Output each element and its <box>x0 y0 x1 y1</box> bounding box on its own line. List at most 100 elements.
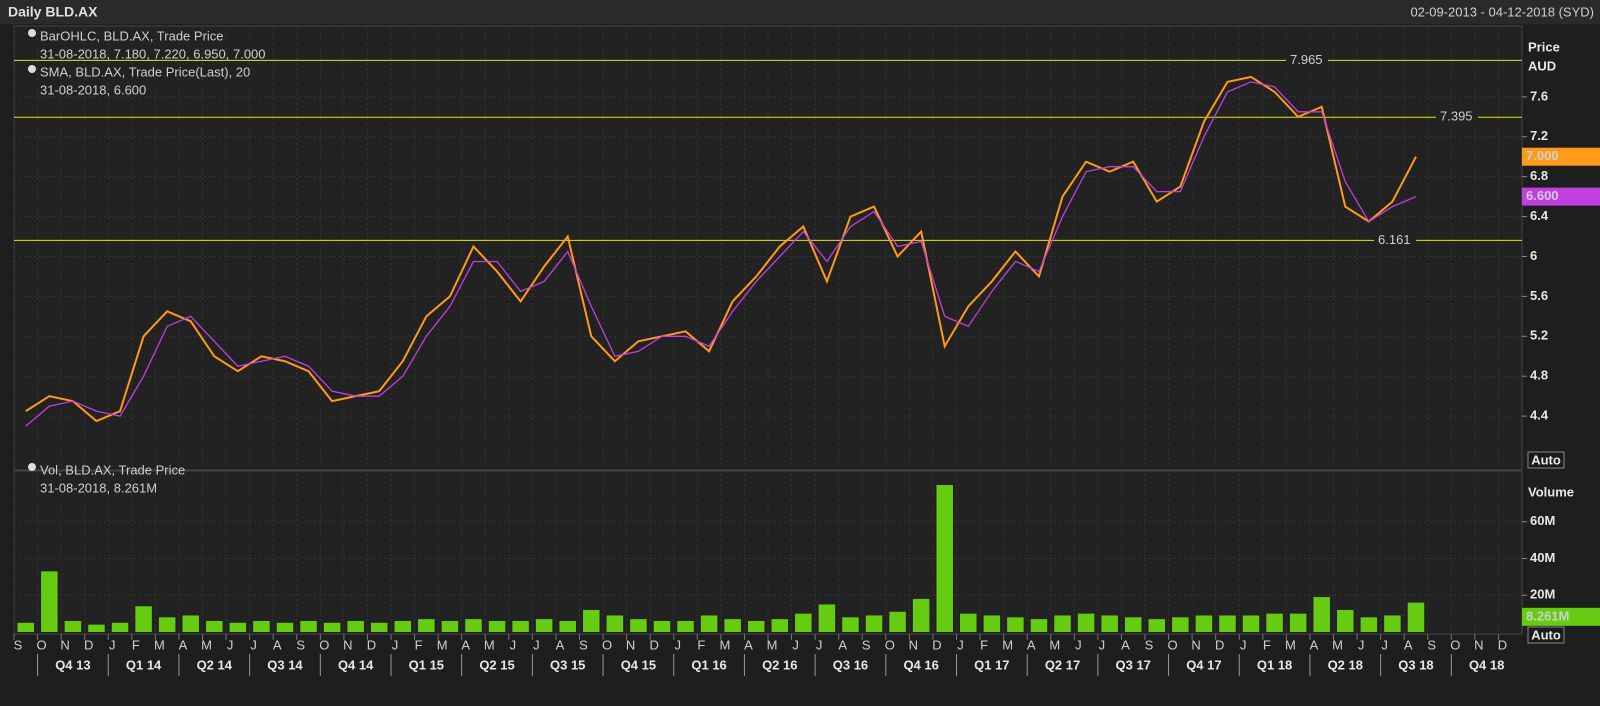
x-tick-label: J <box>109 637 116 652</box>
x-tick-label: A <box>179 637 188 652</box>
date-range: 02-09-2013 - 04-12-2018 (SYD) <box>1410 4 1594 19</box>
x-tick-label: N <box>1191 637 1200 652</box>
quarter-label: Q3 17 <box>1116 657 1151 672</box>
x-tick-label: F <box>415 637 423 652</box>
x-tick-label: J <box>1075 637 1082 652</box>
legend-icon <box>28 463 36 471</box>
x-tick-label: M <box>437 637 448 652</box>
quarter-label: Q3 15 <box>550 657 585 672</box>
x-tick-label: D <box>649 637 658 652</box>
price-line <box>25 75 1417 423</box>
volume-bar <box>795 613 812 632</box>
x-tick-label: S <box>1145 637 1154 652</box>
x-tick-label: J <box>227 637 234 652</box>
volume-bar <box>1289 613 1307 632</box>
y-tick-label: 6 <box>1530 248 1537 263</box>
quarter-label: Q2 14 <box>197 657 233 672</box>
x-tick-label: M <box>1285 637 1296 652</box>
volume-bar <box>488 620 506 632</box>
legend-detail: 31-08-2018, 7.180, 7.220, 6.950, 7.000 <box>40 46 266 61</box>
x-tick-label: F <box>697 637 705 652</box>
volume-bar <box>17 622 35 632</box>
x-tick-label: M <box>1332 637 1343 652</box>
volume-bar <box>418 619 435 632</box>
last-value-tag <box>1522 147 1600 166</box>
volume-bar <box>394 620 412 632</box>
x-tick-label: M <box>154 637 165 652</box>
last-value-label: 7.000 <box>1526 148 1559 163</box>
volume-bar <box>135 606 152 632</box>
y-tick-label: 6.8 <box>1530 168 1548 183</box>
quarter-label: Q3 16 <box>833 657 868 672</box>
auto-button-label[interactable]: Auto <box>1531 452 1561 467</box>
volume-bar <box>88 624 105 632</box>
x-tick-label: D <box>367 637 376 652</box>
legend-icon <box>28 29 36 37</box>
x-tick-label: M <box>1049 637 1060 652</box>
y2-tick-label: 20M <box>1530 587 1555 602</box>
volume-bar <box>818 604 836 632</box>
x-tick-label: O <box>1168 637 1178 652</box>
x-tick-label: J <box>1358 637 1365 652</box>
volume-bar <box>1384 615 1401 632</box>
price-axis-title: Price <box>1528 39 1560 54</box>
x-tick-label: S <box>14 637 23 652</box>
volume-bar <box>700 615 718 632</box>
quarter-label: Q2 18 <box>1328 657 1363 672</box>
volume-bar <box>253 620 270 632</box>
x-tick-label: S <box>579 637 588 652</box>
volume-bar <box>1360 617 1378 632</box>
volume-bar <box>535 619 553 632</box>
level-label-bg <box>1286 52 1328 69</box>
legend-name: SMA, BLD.AX, Trade Price(Last), 20 <box>40 64 250 79</box>
x-tick-label: J <box>816 637 823 652</box>
x-tick-label: F <box>980 637 988 652</box>
auto-button-label[interactable]: Auto <box>1531 627 1561 642</box>
level-label-bg <box>1436 109 1478 126</box>
volume-bar <box>1242 615 1260 632</box>
quarter-label: Q1 17 <box>974 657 1009 672</box>
volume-bar <box>1195 615 1213 632</box>
quarter-label: Q2 16 <box>762 657 797 672</box>
quarter-label: Q4 13 <box>55 657 90 672</box>
last-value-label: 6.600 <box>1526 188 1559 203</box>
x-tick-label: A <box>1404 637 1413 652</box>
x-tick-label: A <box>556 637 565 652</box>
x-tick-label: J <box>1099 637 1106 652</box>
y-tick-label: 4.4 <box>1530 408 1549 423</box>
y-tick-label: 7.6 <box>1530 88 1548 103</box>
volume-bar <box>276 622 294 632</box>
legend-name: Vol, BLD.AX, Trade Price <box>40 462 185 477</box>
x-tick-label: M <box>1002 637 1013 652</box>
volume-bar <box>865 615 883 632</box>
volume-bar <box>983 615 1001 632</box>
x-tick-label: N <box>626 637 635 652</box>
volume-bar <box>1337 609 1354 632</box>
x-tick-label: J <box>510 637 517 652</box>
quarter-label: Q3 18 <box>1398 657 1433 672</box>
x-tick-label: M <box>484 637 495 652</box>
volume-bar <box>465 619 482 632</box>
quarter-label: Q1 14 <box>126 657 162 672</box>
x-tick-label: A <box>461 637 470 652</box>
x-tick-label: J <box>675 637 682 652</box>
volume-bar <box>559 620 576 632</box>
auto-button[interactable] <box>1527 626 1565 644</box>
x-tick-label: O <box>319 637 329 652</box>
quarter-label: Q4 18 <box>1469 657 1504 672</box>
legend-icon <box>28 65 36 73</box>
legend-detail: 31-08-2018, 8.261M <box>40 480 157 495</box>
volume-bar <box>41 571 58 632</box>
x-tick-label: S <box>862 637 871 652</box>
legend-detail: 31-08-2018, 6.600 <box>40 82 146 97</box>
x-tick-label: M <box>767 637 778 652</box>
x-tick-label: D <box>932 637 941 652</box>
x-tick-label: D <box>1498 637 1507 652</box>
volume-bar <box>206 620 223 632</box>
quarter-label: Q1 18 <box>1257 657 1292 672</box>
volume-bar <box>630 619 647 632</box>
auto-button[interactable] <box>1527 451 1565 469</box>
level-label: 7.965 <box>1290 52 1323 67</box>
volume-bar <box>1054 615 1071 632</box>
